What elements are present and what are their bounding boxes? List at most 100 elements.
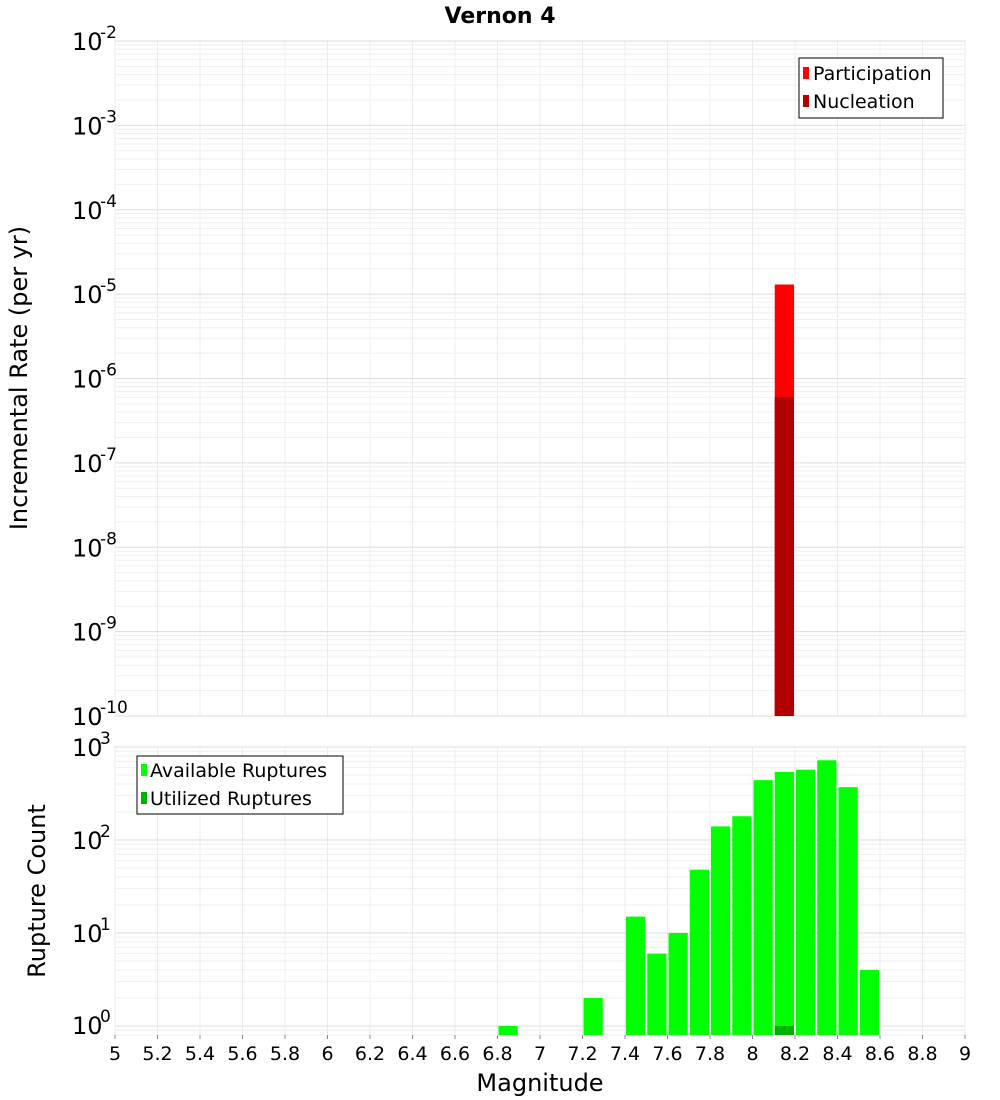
y-tick-label: 10-2	[72, 23, 117, 56]
y-tick-base: 10	[72, 281, 103, 309]
top-y-tick-labels: 10-210-310-410-510-610-710-810-910-10	[72, 23, 128, 731]
y-tick-exponent: -3	[100, 107, 117, 127]
top-bars	[774, 284, 794, 716]
top-y-axis-label: Incremental Rate (per yr)	[5, 226, 33, 530]
x-tick-label: 7.6	[652, 1043, 682, 1065]
y-tick-exponent: -2	[100, 23, 117, 43]
x-tick-label: 9	[959, 1043, 971, 1065]
y-tick-exponent: -10	[100, 698, 128, 718]
legend-label-nucleation: Nucleation	[813, 91, 915, 113]
bar-available-ruptures	[774, 771, 794, 1035]
x-tick-label: 6	[321, 1043, 333, 1065]
x-tick-label: 8.2	[780, 1043, 810, 1065]
bottom-legend: Available Ruptures Utilized Ruptures	[136, 755, 344, 815]
top-grid	[114, 40, 966, 717]
y-tick-base: 10	[72, 734, 103, 762]
y-tick-base: 10	[72, 112, 103, 140]
y-tick-base: 10	[72, 1012, 103, 1040]
bar-utilized-ruptures	[774, 1025, 794, 1035]
y-tick-base: 10	[72, 920, 103, 948]
y-tick-label: 10-10	[72, 698, 128, 731]
y-tick-label: 102	[72, 822, 111, 855]
y-tick-label: 103	[72, 729, 111, 762]
y-tick-base: 10	[72, 197, 103, 225]
top-legend-box	[798, 57, 944, 119]
y-tick-label: 101	[72, 915, 111, 948]
bottom-y-axis-label: Rupture Count	[23, 804, 51, 978]
y-tick-exponent: 3	[100, 729, 111, 749]
x-tick-label: 8	[746, 1043, 758, 1065]
y-tick-exponent: -8	[100, 529, 117, 549]
y-tick-base: 10	[72, 619, 103, 647]
x-axis-label: Magnitude	[476, 1069, 603, 1097]
x-tick-label: 5.8	[270, 1043, 300, 1065]
bar-available-ruptures	[668, 932, 688, 1035]
y-tick-label: 100	[72, 1007, 111, 1040]
y-tick-exponent: 2	[100, 822, 111, 842]
x-tick-label: 5	[109, 1043, 121, 1065]
legend-swatch-available	[141, 764, 147, 776]
x-tick-label: 7.4	[610, 1043, 640, 1065]
y-tick-base: 10	[72, 366, 103, 394]
x-tick-label: 5.6	[227, 1043, 257, 1065]
legend-swatch-utilized	[141, 792, 147, 804]
bar-available-ruptures	[626, 916, 646, 1035]
bar-nucleation	[774, 397, 794, 716]
x-tick-label: 6.6	[440, 1043, 470, 1065]
bottom-legend-box	[136, 755, 344, 815]
legend-swatch-participation	[803, 67, 809, 79]
x-tick-label: 6.2	[355, 1043, 385, 1065]
bar-available-ruptures	[498, 1025, 518, 1035]
bar-available-ruptures	[817, 760, 837, 1035]
bar-available-ruptures	[859, 969, 879, 1035]
y-tick-base: 10	[72, 534, 103, 562]
y-tick-label: 10-3	[72, 107, 117, 140]
y-tick-exponent: -4	[100, 192, 117, 212]
y-tick-exponent: -6	[100, 361, 117, 381]
y-tick-label: 10-9	[72, 614, 117, 647]
legend-swatch-nucleation	[803, 95, 809, 107]
bar-available-ruptures	[647, 953, 667, 1035]
x-tick-labels: 5 5.2 5.4 5.6 5.8 6 6.2 6.4 6.6 6.8 7 7.2 7.4 7.6 7.8 8…	[109, 1035, 971, 1065]
top-panel: 10-210-310-410-510-610-710-810-910-10 In…	[5, 23, 966, 731]
x-tick-label: 7	[534, 1043, 546, 1065]
x-tick-label: 8.4	[822, 1043, 852, 1065]
bar-available-ruptures	[689, 869, 709, 1035]
y-tick-label: 10-4	[72, 192, 117, 225]
y-tick-base: 10	[72, 28, 103, 56]
y-tick-base: 10	[72, 450, 103, 478]
x-tick-label: 8.6	[865, 1043, 895, 1065]
x-tick-label: 5.4	[185, 1043, 215, 1065]
y-tick-exponent: -7	[100, 445, 117, 465]
legend-label-participation: Participation	[813, 63, 932, 85]
y-tick-base: 10	[72, 827, 103, 855]
y-tick-label: 10-7	[72, 445, 117, 478]
bar-available-ruptures	[732, 816, 752, 1035]
y-tick-exponent: -9	[100, 614, 117, 634]
chart-title: Vernon 4	[445, 4, 556, 29]
legend-label-available: Available Ruptures	[150, 760, 327, 782]
x-tick-label: 5.2	[142, 1043, 172, 1065]
y-tick-exponent: 1	[100, 915, 111, 935]
x-tick-label: 6.4	[397, 1043, 427, 1065]
bar-available-ruptures	[753, 780, 773, 1035]
bar-available-ruptures	[838, 787, 858, 1035]
y-tick-label: 10-8	[72, 529, 117, 562]
legend-label-utilized: Utilized Ruptures	[150, 788, 312, 810]
bottom-bars	[498, 760, 879, 1035]
y-tick-exponent: 0	[100, 1007, 111, 1027]
x-tick-label: 6.8	[482, 1043, 512, 1065]
x-tick-label: 8.8	[907, 1043, 937, 1065]
y-tick-label: 10-6	[72, 361, 117, 394]
y-tick-label: 10-5	[72, 276, 117, 309]
bar-available-ruptures	[796, 769, 816, 1035]
y-tick-exponent: -5	[100, 276, 117, 296]
y-tick-base: 10	[72, 703, 103, 731]
bar-available-ruptures	[583, 997, 603, 1035]
bar-available-ruptures	[711, 826, 731, 1035]
top-legend: Participation Nucleation	[798, 57, 944, 119]
x-tick-label: 7.8	[695, 1043, 725, 1065]
